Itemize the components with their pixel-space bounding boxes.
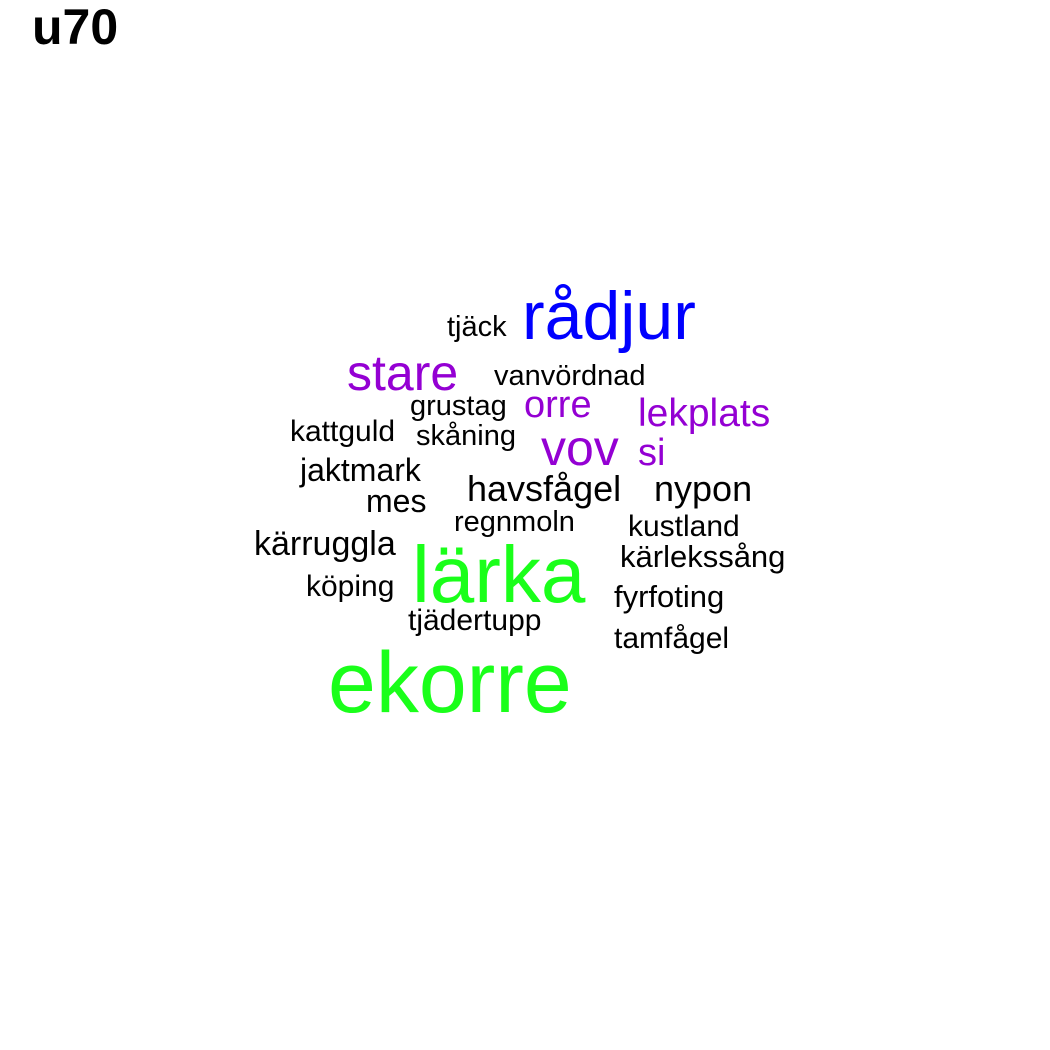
word-fyrfoting: fyrfoting (614, 579, 725, 614)
word-jaktmark: jaktmark (300, 452, 421, 488)
word-radjur: rådjur (522, 278, 696, 354)
word-lekplats: lekplats (638, 392, 771, 435)
word-ekorre: ekorre (328, 635, 572, 731)
word-tjadertupp: tjädertupp (408, 604, 542, 637)
word-orre: orre (524, 384, 592, 426)
word-vanvordnad: vanvördnad (494, 360, 646, 392)
word-mes: mes (366, 483, 427, 519)
word-koping: köping (306, 570, 395, 603)
word-nypon: nypon (654, 468, 753, 509)
word-havsfagel: havsfågel (467, 468, 622, 509)
word-karlekssang: kärlekssång (620, 539, 786, 574)
word-regnmoln: regnmoln (454, 506, 575, 538)
word-grustag: grustag (410, 390, 507, 422)
word-karruggla: kärruggla (254, 525, 396, 563)
page-title: u70 (32, 0, 119, 55)
word-kattguld: kattguld (290, 415, 396, 448)
word-larka: lärka (412, 530, 586, 619)
word-si: si (638, 432, 666, 474)
word-stare: stare (347, 345, 459, 401)
word-tjack: tjäck (447, 311, 507, 343)
word-tamfagel: tamfågel (614, 622, 730, 655)
word-vov: vov (541, 420, 619, 476)
word-skaning: skåning (416, 420, 516, 452)
word-kustland: kustland (628, 510, 740, 543)
